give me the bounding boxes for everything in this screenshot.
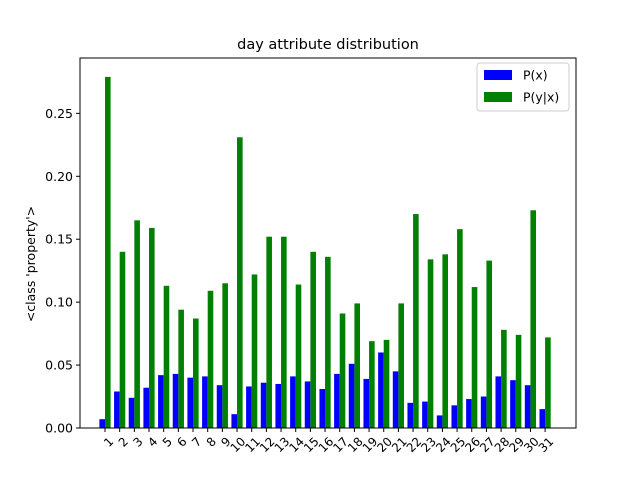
bar-pyx-13 — [281, 236, 287, 428]
bar-pyx-24 — [442, 254, 449, 428]
bar-pyx-20 — [383, 339, 390, 428]
bar-px-11 — [246, 386, 252, 428]
bar-pyx-15 — [310, 251, 316, 428]
bar-pyx-2 — [119, 251, 126, 428]
legend-swatch — [484, 92, 512, 102]
bar-px-25 — [451, 405, 458, 428]
bar-pyx-19 — [369, 341, 375, 428]
legend: P(x) P(y|x) — [476, 62, 570, 112]
bar-pyx-25 — [457, 229, 463, 428]
bar-pyx-18 — [354, 303, 360, 428]
chart-title: day attribute distribution — [237, 37, 419, 53]
bar-pyx-31 — [545, 337, 551, 428]
y-tick-label: 0.00 — [45, 421, 73, 436]
bar-pyx-14 — [295, 284, 302, 428]
bar-px-4 — [143, 387, 150, 428]
bar-px-31 — [539, 409, 546, 428]
bar-px-23 — [422, 401, 428, 428]
bar-px-27 — [480, 396, 487, 428]
bar-px-5 — [158, 375, 164, 428]
bar-pyx-27 — [486, 260, 493, 428]
bar-pyx-23 — [427, 259, 434, 428]
bar-px-9 — [216, 385, 223, 428]
bar-pyx-16 — [325, 256, 331, 428]
plot-frame — [79, 57, 577, 429]
bar-px-16 — [319, 388, 326, 428]
bar-px-20 — [378, 352, 384, 428]
bar-px-29 — [510, 380, 516, 428]
bar-px-12 — [260, 382, 267, 428]
bar-pyx-21 — [398, 303, 404, 428]
y-axis-label: <class 'property'> — [23, 206, 38, 322]
legend-label: P(y|x) — [523, 90, 559, 105]
bar-pyx-29 — [515, 334, 522, 428]
y-tick-label: 0.05 — [45, 358, 73, 373]
bar-pyx-8 — [207, 290, 214, 428]
bar-px-3 — [128, 397, 135, 428]
bar-pyx-22 — [413, 214, 419, 428]
bar-pyx-26 — [471, 287, 478, 428]
bar-px-15 — [304, 381, 311, 428]
bar-pyx-3 — [134, 220, 140, 428]
bar-pyx-10 — [237, 137, 243, 429]
bar-px-28 — [495, 376, 502, 428]
bar-pyx-5 — [163, 285, 170, 428]
bar-px-19 — [363, 378, 370, 428]
bar-pyx-17 — [339, 313, 346, 428]
bar-pyx-11 — [251, 274, 258, 428]
bar-px-30 — [524, 385, 531, 428]
bar-pyx-9 — [222, 283, 228, 428]
bars-group — [99, 76, 551, 429]
bar-px-18 — [348, 363, 355, 428]
bar-px-17 — [334, 373, 340, 428]
y-ticks-group: 0.00 0.05 0.10 0.15 0.20 0.25 — [45, 106, 80, 436]
bar-pyx-28 — [501, 329, 507, 428]
y-tick-label: 0.25 — [45, 106, 73, 121]
y-tick-label: 0.15 — [45, 232, 73, 247]
legend-label: P(x) — [523, 68, 548, 83]
bar-px-22 — [407, 402, 414, 428]
bar-px-14 — [290, 376, 296, 428]
bar-px-13 — [275, 383, 282, 428]
bar-pyx-1 — [105, 76, 111, 428]
bar-px-2 — [114, 391, 120, 428]
bar-px-26 — [466, 399, 472, 428]
legend-swatch — [484, 70, 512, 80]
bar-pyx-4 — [149, 227, 155, 428]
y-tick-label: 0.10 — [45, 295, 73, 310]
y-tick-label: 0.20 — [45, 169, 73, 184]
bar-px-21 — [392, 371, 399, 428]
bar-pyx-6 — [178, 309, 184, 428]
bar-px-7 — [187, 377, 194, 428]
bar-pyx-7 — [193, 318, 199, 428]
bar-px-1 — [99, 419, 105, 428]
bar-px-24 — [436, 415, 443, 428]
bar-pyx-30 — [530, 210, 537, 428]
bar-px-8 — [202, 376, 208, 428]
bar-pyx-12 — [266, 236, 272, 428]
bar-px-6 — [172, 373, 179, 428]
bar-px-10 — [231, 414, 238, 428]
